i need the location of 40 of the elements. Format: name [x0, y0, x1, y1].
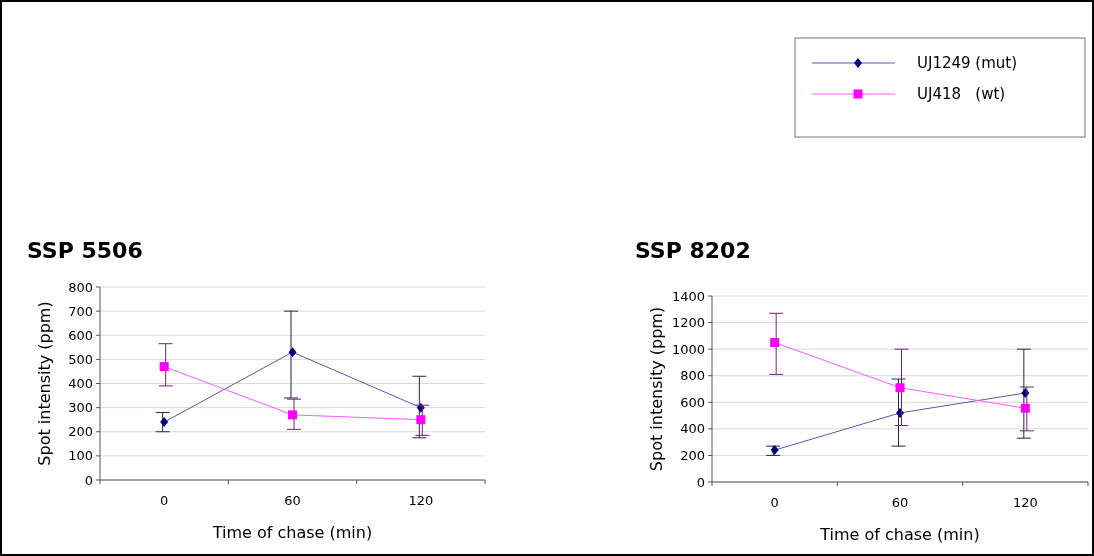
x-tick-label: 120: [1012, 495, 1038, 510]
point: [416, 415, 426, 425]
y-tick-label: 400: [680, 421, 705, 437]
y-tick-label: 100: [68, 448, 93, 464]
point: [1020, 403, 1030, 413]
x-axis-title: Time of chase (min): [819, 525, 980, 544]
chart-title: SSP 5506: [27, 238, 143, 263]
y-tick-label: 800: [680, 368, 705, 384]
point: [288, 410, 297, 420]
y-tick-label: 200: [68, 424, 93, 440]
x-tick-label: 60: [891, 495, 909, 510]
y-tick-label: 600: [68, 327, 93, 343]
text: UJ418 (wt): [917, 85, 1006, 104]
point: [288, 347, 297, 358]
y-tick-label: 800: [68, 279, 93, 295]
y-tick-label: 700: [68, 303, 93, 319]
y-tick-label: 1000: [671, 341, 705, 357]
y-tick-label: 200: [680, 447, 705, 463]
y-tick-label: 600: [680, 394, 705, 410]
chart-title: SSP 8202: [635, 238, 751, 263]
y-tick-label: 300: [68, 400, 93, 416]
y-tick-label: 0: [696, 474, 705, 490]
x-tick-label: 0: [160, 493, 169, 508]
point: [159, 362, 169, 372]
y-tick-label: 1200: [671, 315, 705, 331]
y-axis-title: Spot intensity (ppm): [35, 301, 54, 466]
text: UJ1249 (mut): [917, 54, 1018, 73]
y-tick-label: 500: [68, 351, 93, 367]
point: [160, 417, 169, 428]
x-tick-label: 120: [408, 493, 434, 508]
x-tick-label: 0: [770, 495, 779, 510]
y-tick-label: 1400: [671, 288, 705, 304]
y-tick-label: 0: [84, 472, 93, 488]
point: [770, 338, 780, 347]
point: [895, 383, 905, 393]
x-tick-label: 60: [284, 493, 301, 508]
y-axis-title: Spot intensity (ppm): [647, 306, 666, 472]
point: [770, 445, 779, 456]
y-tick-label: 400: [68, 376, 93, 392]
x-axis-title: Time of chase (min): [211, 523, 373, 542]
